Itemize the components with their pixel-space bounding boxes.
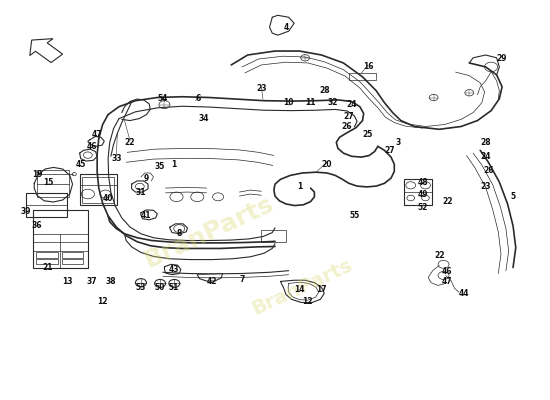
Text: 22: 22 — [434, 251, 444, 260]
Text: 38: 38 — [106, 277, 116, 286]
Bar — [82, 176, 114, 203]
Bar — [37, 170, 69, 197]
Text: 6: 6 — [196, 94, 201, 103]
Text: 26: 26 — [483, 166, 494, 175]
Text: 10: 10 — [283, 98, 294, 107]
Text: 46: 46 — [86, 142, 97, 151]
Text: 11: 11 — [305, 98, 316, 107]
Text: BranParts: BranParts — [141, 191, 278, 272]
Bar — [33, 210, 88, 268]
Bar — [62, 252, 84, 258]
Text: 36: 36 — [32, 221, 42, 230]
Text: 53: 53 — [136, 283, 146, 292]
Text: 25: 25 — [363, 130, 373, 139]
Text: 46: 46 — [442, 267, 453, 276]
Text: 41: 41 — [141, 211, 152, 220]
Text: BranParts: BranParts — [249, 256, 356, 319]
Text: 32: 32 — [327, 98, 338, 107]
Text: 42: 42 — [207, 277, 217, 286]
Text: 24: 24 — [346, 100, 357, 109]
Text: 34: 34 — [199, 114, 209, 123]
Text: 28: 28 — [480, 138, 491, 147]
Text: 48: 48 — [417, 178, 428, 187]
Text: 55: 55 — [349, 211, 360, 220]
Text: 43: 43 — [168, 265, 179, 274]
Text: 12: 12 — [302, 297, 313, 306]
Text: 35: 35 — [155, 162, 165, 171]
Bar — [404, 179, 432, 205]
Text: 13: 13 — [62, 277, 72, 286]
Text: 3: 3 — [395, 138, 401, 147]
Text: 24: 24 — [481, 152, 491, 161]
Text: 50: 50 — [155, 283, 165, 292]
Text: 1: 1 — [297, 182, 302, 190]
Text: 54: 54 — [158, 94, 168, 103]
Text: 33: 33 — [111, 154, 122, 163]
Bar — [36, 259, 58, 264]
Text: 27: 27 — [344, 112, 354, 121]
Text: 39: 39 — [21, 208, 31, 216]
Text: 4: 4 — [283, 23, 289, 32]
Text: 47: 47 — [92, 130, 102, 139]
Text: 29: 29 — [497, 54, 507, 64]
Text: 47: 47 — [442, 277, 453, 286]
Text: 31: 31 — [136, 188, 146, 196]
Text: 15: 15 — [43, 178, 53, 187]
Text: 17: 17 — [316, 285, 327, 294]
Text: 7: 7 — [239, 275, 245, 284]
Text: 51: 51 — [169, 283, 179, 292]
Text: 22: 22 — [125, 138, 135, 147]
Text: 8: 8 — [177, 229, 182, 238]
Text: 1: 1 — [171, 160, 177, 169]
Text: 14: 14 — [294, 285, 305, 294]
Bar — [36, 252, 58, 258]
Text: 22: 22 — [442, 198, 453, 206]
Text: 21: 21 — [43, 263, 53, 272]
Text: 9: 9 — [144, 174, 149, 183]
Bar — [261, 230, 286, 242]
Text: 52: 52 — [417, 204, 428, 212]
Bar — [80, 174, 117, 205]
Text: 45: 45 — [75, 160, 86, 169]
Text: 5: 5 — [510, 192, 515, 200]
Bar — [62, 259, 84, 264]
Text: 23: 23 — [481, 182, 491, 190]
Text: 37: 37 — [86, 277, 97, 286]
Text: 23: 23 — [256, 84, 267, 93]
Text: 44: 44 — [459, 289, 469, 298]
Text: 28: 28 — [319, 86, 329, 95]
Text: 12: 12 — [97, 297, 108, 306]
Bar — [349, 73, 376, 80]
Text: 19: 19 — [32, 170, 42, 179]
Text: 27: 27 — [384, 146, 395, 155]
Text: 26: 26 — [341, 122, 351, 131]
Bar — [26, 193, 67, 217]
Text: 40: 40 — [103, 194, 113, 202]
Text: 49: 49 — [417, 190, 428, 198]
Text: 16: 16 — [363, 62, 373, 72]
Text: 20: 20 — [322, 160, 332, 169]
